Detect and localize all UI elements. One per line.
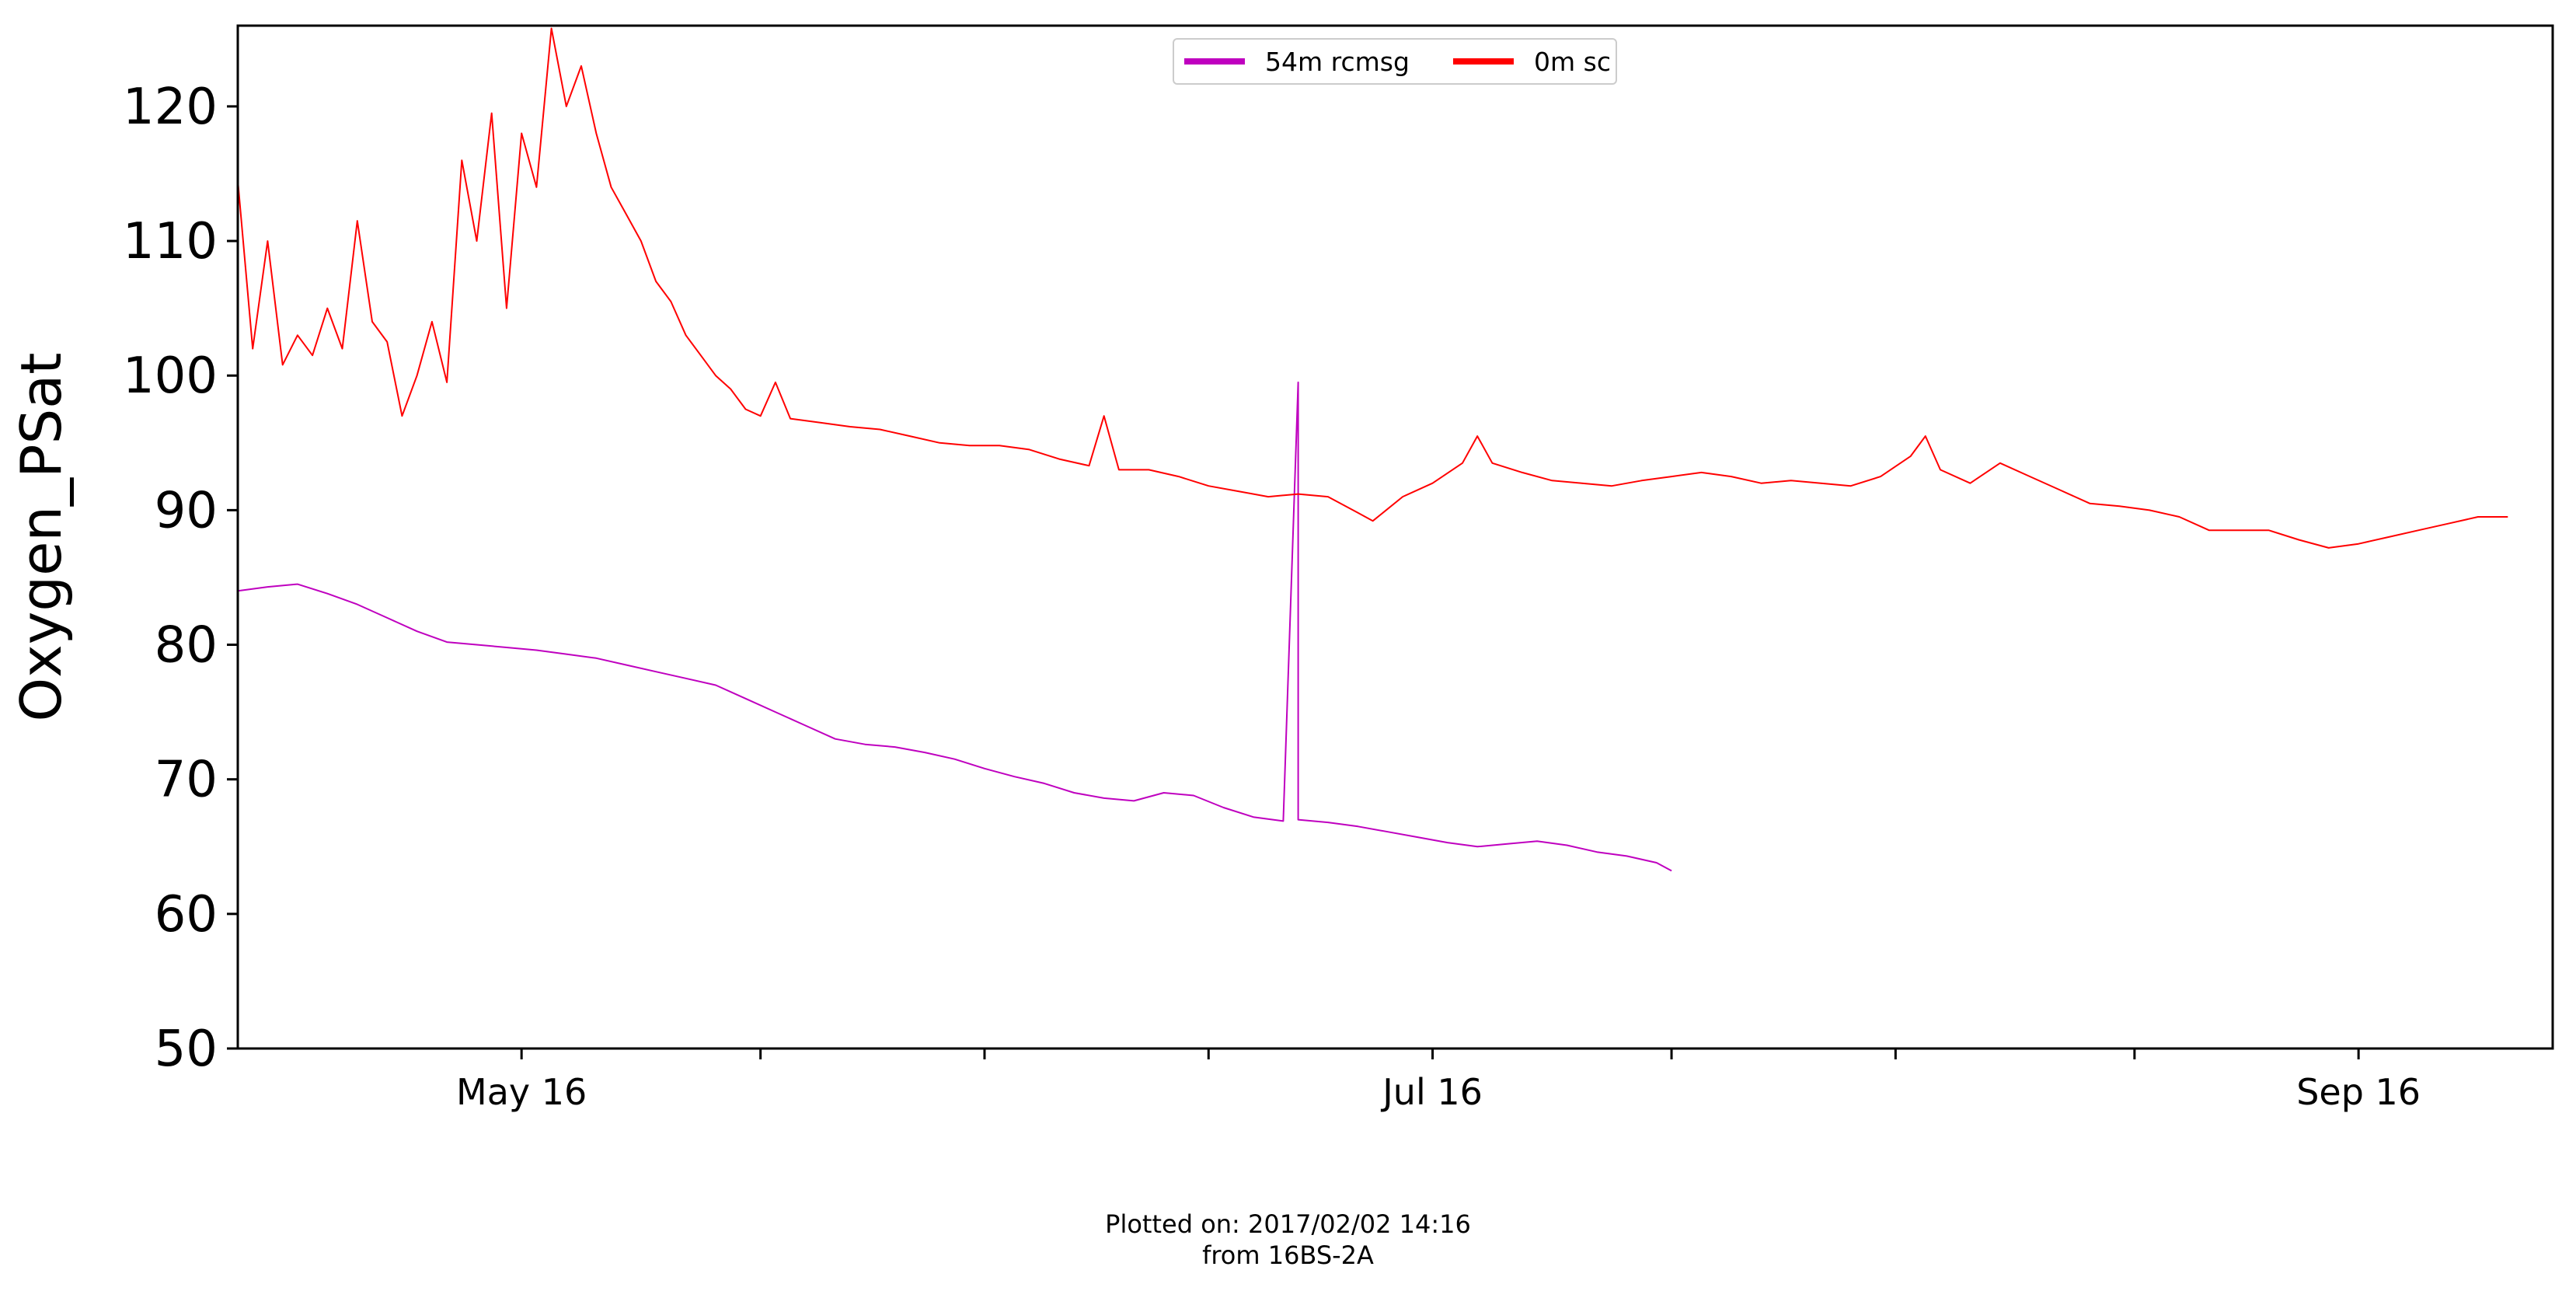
legend: 54m rcmsg 0m sc	[1173, 38, 1617, 85]
y-tick-label: 110	[123, 213, 218, 270]
plot-area	[238, 26, 2553, 1049]
series-group	[237, 27, 2508, 872]
y-tick-label: 80	[155, 617, 218, 675]
plot-background	[238, 26, 2553, 1049]
series-line-1	[237, 27, 2508, 549]
y-tick-label: 70	[155, 752, 218, 809]
y-tick-label: 60	[155, 886, 218, 944]
footer: Plotted on: 2017/02/02 14:16 from 16BS-2…	[0, 1209, 2576, 1271]
x-tick-label: Sep 16	[2296, 1071, 2421, 1113]
x-tick-label: May 16	[456, 1071, 587, 1113]
legend-box	[1173, 38, 1617, 85]
y-tick-label: 50	[155, 1021, 218, 1078]
footer-plotted-on: Plotted on: 2017/02/02 14:16	[1105, 1209, 1471, 1239]
legend-label-0: 54m rcmsg	[1265, 47, 1410, 77]
series-line-0	[237, 381, 1672, 872]
plot-frame	[236, 24, 2554, 1050]
axes: 50 60 70 80 90 100 110 120 May 16 Jul 16 Sep 16 Oxy…	[9, 24, 2554, 1113]
footer-source: from 16BS-2A	[1202, 1240, 1374, 1270]
y-axis-label: Oxygen_PSat	[9, 353, 74, 722]
y-tick-label: 90	[155, 482, 218, 539]
legend-label-1: 0m sc	[1534, 47, 1611, 77]
x-tick-label: Jul 16	[1380, 1071, 1483, 1113]
y-tick-label: 120	[123, 79, 218, 136]
y-tick-label: 100	[123, 347, 218, 405]
